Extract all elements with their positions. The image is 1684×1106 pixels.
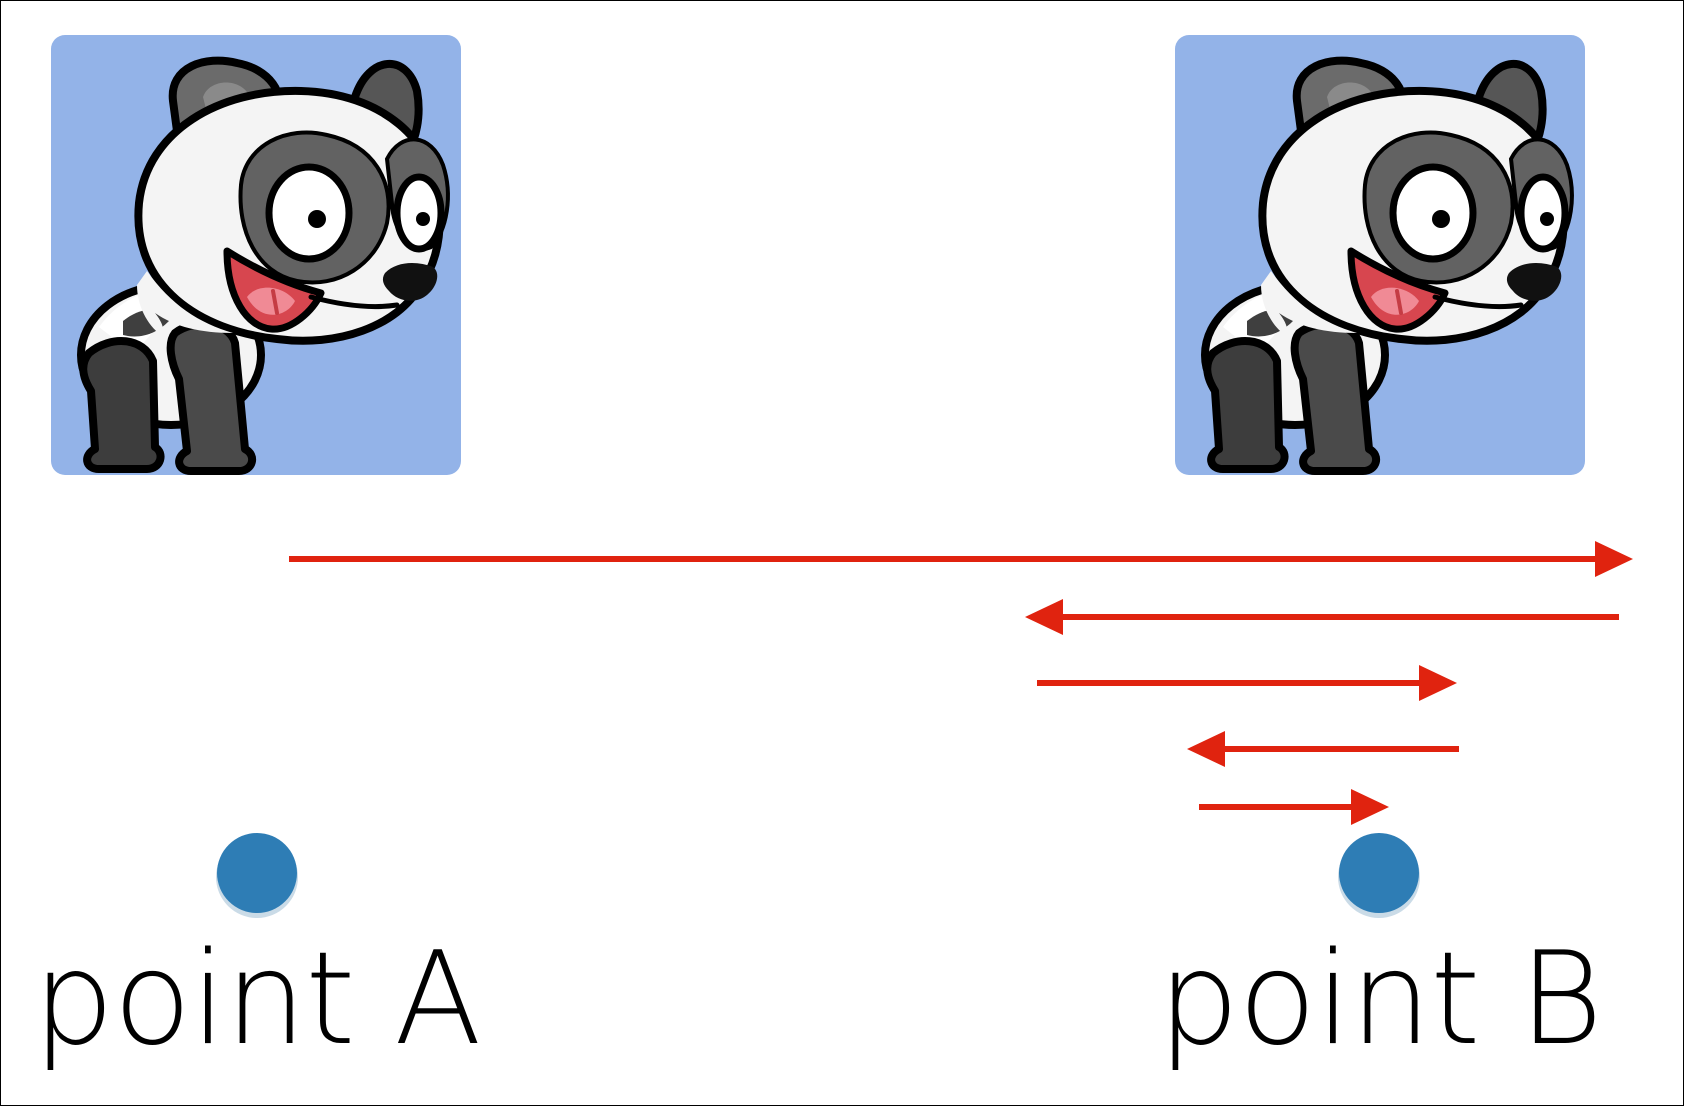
arrow-5-right — [1199, 789, 1389, 825]
arrow-1-right — [289, 541, 1633, 577]
point-a-label: point A — [33, 925, 482, 1074]
point-b-marker — [1338, 833, 1420, 918]
point-a-marker — [216, 833, 298, 918]
panda-left-icon — [51, 35, 461, 475]
point-b-label: point B — [1158, 925, 1603, 1074]
arrow-3-right — [1037, 665, 1457, 701]
panda-right-icon — [1175, 35, 1585, 475]
arrow-4-left — [1187, 731, 1459, 767]
arrow-2-left — [1025, 599, 1619, 635]
